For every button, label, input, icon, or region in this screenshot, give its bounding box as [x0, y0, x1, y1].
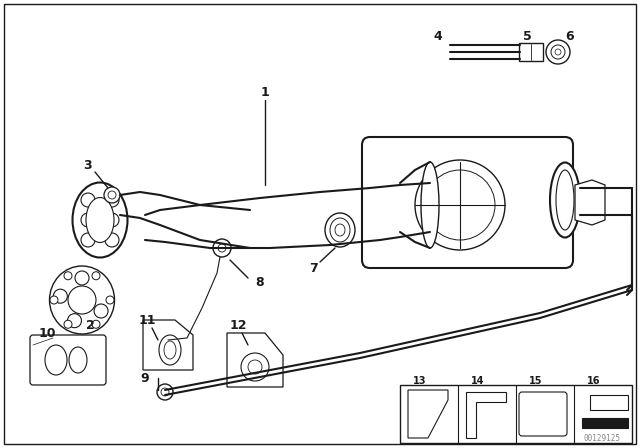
Circle shape — [92, 272, 100, 280]
Circle shape — [241, 353, 269, 381]
Ellipse shape — [164, 341, 176, 359]
Circle shape — [67, 314, 81, 327]
Circle shape — [50, 296, 58, 304]
Text: 11: 11 — [138, 314, 156, 327]
Ellipse shape — [415, 160, 505, 250]
FancyBboxPatch shape — [519, 392, 567, 436]
Circle shape — [108, 191, 116, 199]
Circle shape — [68, 286, 96, 314]
Circle shape — [555, 49, 561, 55]
Polygon shape — [582, 418, 628, 428]
Text: 6: 6 — [566, 30, 574, 43]
Ellipse shape — [159, 335, 181, 365]
Text: 16: 16 — [588, 376, 601, 386]
Text: 4: 4 — [434, 30, 442, 43]
Text: 7: 7 — [308, 262, 317, 275]
Text: 00129125: 00129125 — [583, 434, 620, 443]
Ellipse shape — [325, 213, 355, 247]
Circle shape — [213, 239, 231, 257]
Circle shape — [81, 213, 95, 227]
Ellipse shape — [421, 162, 439, 248]
Circle shape — [551, 45, 565, 59]
Circle shape — [81, 233, 95, 247]
Circle shape — [81, 193, 95, 207]
Circle shape — [53, 289, 67, 303]
Text: 8: 8 — [256, 276, 264, 289]
Text: 14: 14 — [471, 376, 484, 386]
Circle shape — [546, 40, 570, 64]
Ellipse shape — [72, 182, 127, 258]
Circle shape — [92, 320, 100, 328]
Circle shape — [64, 272, 72, 280]
Circle shape — [164, 336, 172, 344]
Ellipse shape — [550, 163, 580, 237]
Circle shape — [248, 360, 262, 374]
Circle shape — [105, 213, 119, 227]
Polygon shape — [590, 395, 628, 410]
Ellipse shape — [69, 347, 87, 373]
Text: 15: 15 — [529, 376, 543, 386]
Bar — [400, 385, 632, 443]
Text: 2: 2 — [86, 319, 94, 332]
Text: 12: 12 — [229, 319, 247, 332]
Circle shape — [157, 384, 173, 400]
Circle shape — [161, 388, 169, 396]
Polygon shape — [466, 392, 506, 438]
Ellipse shape — [335, 224, 345, 236]
Ellipse shape — [45, 345, 67, 375]
Circle shape — [104, 187, 120, 203]
Text: 13: 13 — [413, 376, 427, 386]
Circle shape — [105, 193, 119, 207]
Ellipse shape — [86, 198, 114, 242]
Circle shape — [161, 333, 175, 347]
Ellipse shape — [49, 266, 115, 334]
Ellipse shape — [556, 170, 574, 230]
Polygon shape — [408, 390, 448, 438]
Polygon shape — [227, 333, 283, 387]
Ellipse shape — [425, 170, 495, 240]
Circle shape — [75, 271, 89, 285]
FancyBboxPatch shape — [362, 137, 573, 268]
Polygon shape — [575, 180, 605, 225]
Circle shape — [94, 304, 108, 318]
Text: 10: 10 — [38, 327, 56, 340]
Ellipse shape — [330, 218, 350, 242]
Circle shape — [106, 296, 114, 304]
Text: 1: 1 — [260, 86, 269, 99]
FancyBboxPatch shape — [30, 335, 106, 385]
Text: 5: 5 — [523, 30, 531, 43]
FancyBboxPatch shape — [519, 43, 543, 61]
Circle shape — [218, 244, 226, 252]
Circle shape — [64, 320, 72, 328]
Circle shape — [105, 233, 119, 247]
Polygon shape — [143, 320, 193, 370]
Text: 3: 3 — [84, 159, 92, 172]
Text: 9: 9 — [141, 371, 149, 384]
